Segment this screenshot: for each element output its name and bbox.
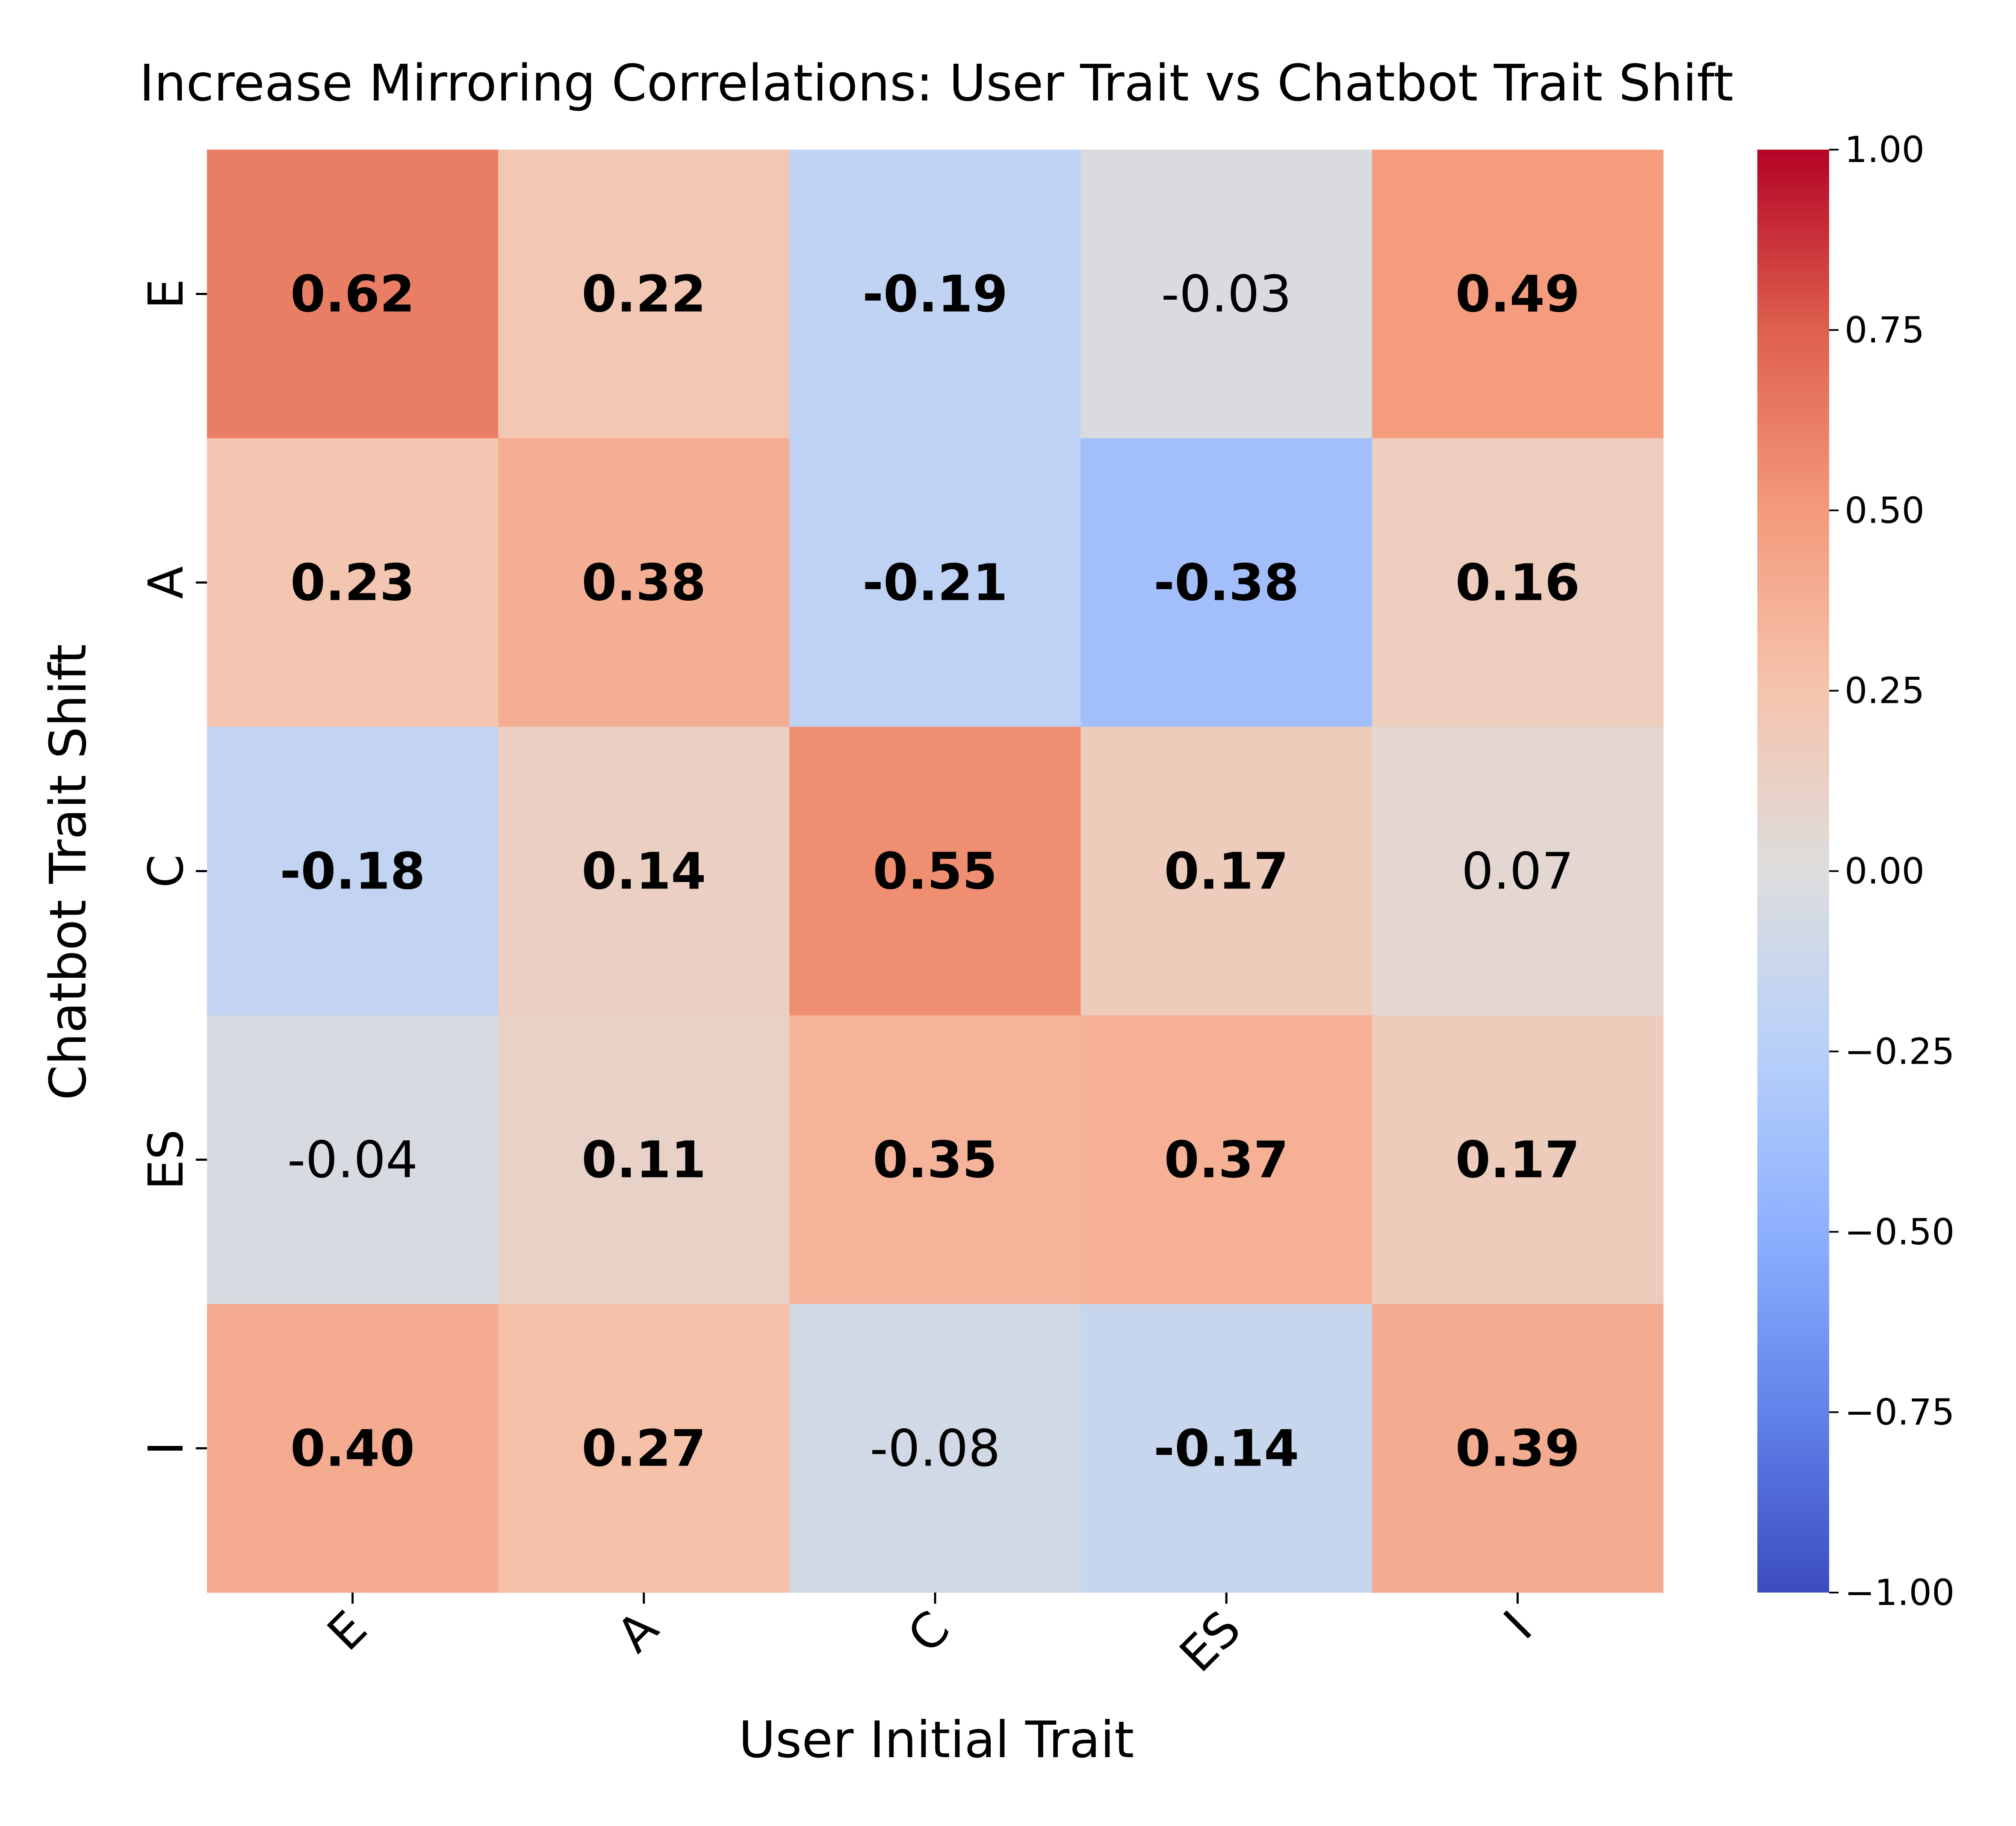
heatmap-cell (498, 727, 790, 1016)
heatmap-cell (498, 438, 790, 727)
heatmap-cell-label: -0.18 (280, 842, 425, 901)
x-tick-label: ES (1169, 1601, 1252, 1683)
heatmap-cell (789, 1015, 1081, 1304)
heatmap-cell-label: -0.03 (1161, 265, 1292, 324)
heatmap-cell-label: -0.08 (870, 1419, 1000, 1478)
x-axis-ticks: E A C ES I (317, 1593, 1543, 1683)
y-tick-label: A (139, 566, 194, 599)
heatmap-cell (789, 727, 1081, 1016)
heatmap-cell (1372, 438, 1664, 727)
heatmap-cell-label: 0.16 (1455, 553, 1580, 612)
heatmap-cell-label: 0.22 (581, 265, 706, 324)
heatmap-cell (1080, 150, 1373, 439)
colorbar-tick-label: 0.75 (1845, 309, 1924, 351)
heatmap-cell (1372, 1304, 1664, 1593)
heatmap-cell-label: 0.14 (581, 842, 706, 901)
x-tick-label: E (317, 1601, 378, 1661)
heatmap-cell (498, 150, 790, 439)
x-tick-label: I (1494, 1601, 1543, 1650)
colorbar-tick-label: −0.50 (1845, 1211, 1954, 1253)
colorbar-tick-label: 0.50 (1845, 490, 1924, 531)
heatmap-cell (207, 438, 499, 727)
y-axis-ticks: E A C ES I (139, 279, 207, 1455)
heatmap-cell (207, 727, 499, 1016)
heatmap-cell-label: 0.23 (290, 553, 415, 612)
y-tick-label: E (139, 279, 194, 309)
heatmap-cell-label: 0.17 (1455, 1130, 1580, 1189)
y-tick-label: C (139, 854, 194, 888)
heatmap-cell (498, 1304, 790, 1593)
heatmap-cell-labels: 0.62 0.22 -0.19 -0.03 0.49 0.23 0.38 -0.21 -0.38… (280, 265, 1580, 1478)
heatmap-cell-label: 0.62 (290, 265, 415, 324)
heatmap-cell (207, 1015, 499, 1304)
x-tick-label: C (897, 1601, 960, 1664)
heatmap-cell (789, 438, 1081, 727)
heatmap-cell-label: -0.19 (862, 265, 1008, 324)
y-axis-label: Chatbot Trait Shift (38, 644, 97, 1100)
x-axis-label: User Initial Trait (738, 1710, 1134, 1769)
heatmap-cell (498, 1015, 790, 1304)
heatmap-cell (789, 150, 1081, 439)
colorbar-tick-label: −0.75 (1845, 1391, 1954, 1433)
heatmap-cell-label: 0.40 (290, 1419, 415, 1478)
heatmap-cells (207, 150, 1664, 1593)
colorbar-ticks: 1.00 0.75 0.50 0.25 0.00 −0.25 −0.50 −0.75 −1.00 (1829, 129, 1954, 1614)
heatmap-cell-label: 0.49 (1455, 265, 1580, 324)
heatmap-cell-label: -0.04 (287, 1130, 418, 1189)
heatmap-cell-label: 0.11 (581, 1130, 706, 1189)
colorbar-tick-label: 0.00 (1845, 850, 1924, 892)
heatmap-cell (1080, 1015, 1373, 1304)
heatmap-cell (1372, 1015, 1664, 1304)
colorbar-tick-label: 1.00 (1845, 129, 1924, 171)
heatmap-cell (1080, 727, 1373, 1016)
colorbar-tick-label: 0.25 (1845, 670, 1924, 712)
colorbar-gradient (1757, 150, 1829, 1593)
heatmap-cell-label: 0.35 (873, 1130, 997, 1189)
heatmap-cell (1080, 438, 1373, 727)
heatmap-cell (207, 1304, 499, 1593)
chart-title: Increase Mirroring Correlations: User Tr… (139, 53, 1733, 112)
y-tick-label: ES (139, 1130, 194, 1190)
heatmap-cell-label: 0.39 (1455, 1419, 1580, 1478)
x-tick-label: A (607, 1601, 669, 1663)
heatmap-cell-label: 0.55 (873, 842, 997, 901)
heatmap-cell-label: 0.27 (581, 1419, 706, 1478)
colorbar-tick-label: −1.00 (1845, 1572, 1954, 1614)
heatmap-cell (789, 1304, 1081, 1593)
heatmap-cell-label: 0.07 (1461, 842, 1574, 901)
heatmap-cell-label: -0.14 (1154, 1419, 1299, 1478)
heatmap-cell-label: 0.38 (581, 553, 706, 612)
heatmap-cell (207, 150, 499, 439)
heatmap-cell-label: -0.21 (862, 553, 1008, 612)
y-tick-label: I (139, 1441, 194, 1455)
colorbar-tick-label: −0.25 (1845, 1030, 1954, 1072)
heatmap-cell (1080, 1304, 1373, 1593)
heatmap-cell-label: 0.37 (1164, 1130, 1289, 1189)
heatmap-cell-label: 0.17 (1164, 842, 1289, 901)
heatmap-cell (1372, 150, 1664, 439)
colorbar: 1.00 0.75 0.50 0.25 0.00 −0.25 −0.50 −0.75 −1.00 (1757, 129, 1954, 1614)
heatmap-cell-label: -0.38 (1154, 553, 1299, 612)
heatmap-cell (1372, 727, 1664, 1016)
